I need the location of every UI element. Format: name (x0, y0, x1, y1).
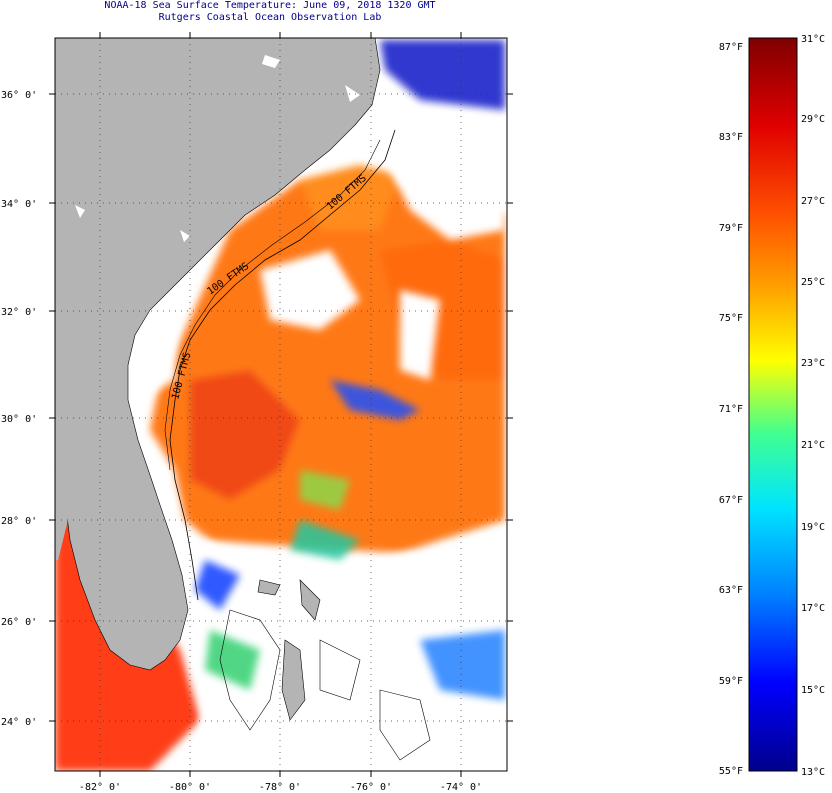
colorbar-f-59: 59°F (719, 676, 743, 687)
bahamas-islands (257, 579, 321, 721)
lon-label-80: -80° 0' (169, 782, 211, 793)
lat-label-32: 32° 0' (1, 307, 37, 318)
colorbar-f-75: 75°F (719, 313, 743, 324)
lat-label-34: 34° 0' (1, 199, 37, 210)
lat-label-24: 24° 0' (1, 717, 37, 728)
colorbar-c-13: 13°C (801, 767, 825, 778)
lon-label-82: -82° 0' (79, 782, 121, 793)
graticule (55, 38, 507, 771)
map-subtitle: Rutgers Coastal Ocean Observation Lab (158, 12, 382, 23)
inland-lakes (75, 55, 360, 242)
map-area: 100 FTMS 100 FTMS 100 FTMS (55, 38, 507, 771)
colorbar-f-63: 63°F (719, 585, 743, 596)
map-title: NOAA-18 Sea Surface Temperature: June 09… (104, 0, 436, 11)
colorbar-f-79: 79°F (719, 223, 743, 234)
cloud-patches (140, 120, 505, 771)
lon-label-78: -78° 0' (259, 782, 301, 793)
lat-label-30: 30° 0' (1, 414, 37, 425)
contour-100ftms (169, 129, 396, 601)
contour-bahamas-bank (219, 609, 431, 761)
colorbar-c-27: 27°C (801, 196, 825, 207)
map-frame (54, 37, 508, 772)
colorbar-c-19: 19°C (801, 522, 825, 533)
colorbar-f-87: 87°F (719, 42, 743, 53)
land-gulf-coast (55, 470, 68, 560)
colorbar-c-17: 17°C (801, 603, 825, 614)
colorbar-f-67: 67°F (719, 495, 743, 506)
lat-label-26: 26° 0' (1, 617, 37, 628)
colorbar-c-23: 23°C (801, 358, 825, 369)
colorbar-f-83: 83°F (719, 132, 743, 143)
colorbar-c-29: 29°C (801, 114, 825, 125)
lon-label-74: -74° 0' (440, 782, 482, 793)
lat-label-28: 28° 0' (1, 516, 37, 527)
contour-coastal (164, 139, 381, 471)
map-ticks (49, 32, 513, 777)
lon-label-76: -76° 0' (350, 782, 392, 793)
colorbar-f-55: 55°F (719, 766, 743, 777)
colorbar-c-21: 21°C (801, 440, 825, 451)
colorbar (748, 37, 798, 772)
land-southeast-us (55, 38, 381, 671)
colorbar-c-25: 25°C (801, 277, 825, 288)
colorbar-c-31: 31°C (801, 34, 825, 45)
lat-label-36: 36° 0' (1, 90, 37, 101)
cool-water-band (195, 40, 505, 700)
colorbar-c-15: 15°C (801, 685, 825, 696)
colorbar-f-71: 71°F (719, 404, 743, 415)
